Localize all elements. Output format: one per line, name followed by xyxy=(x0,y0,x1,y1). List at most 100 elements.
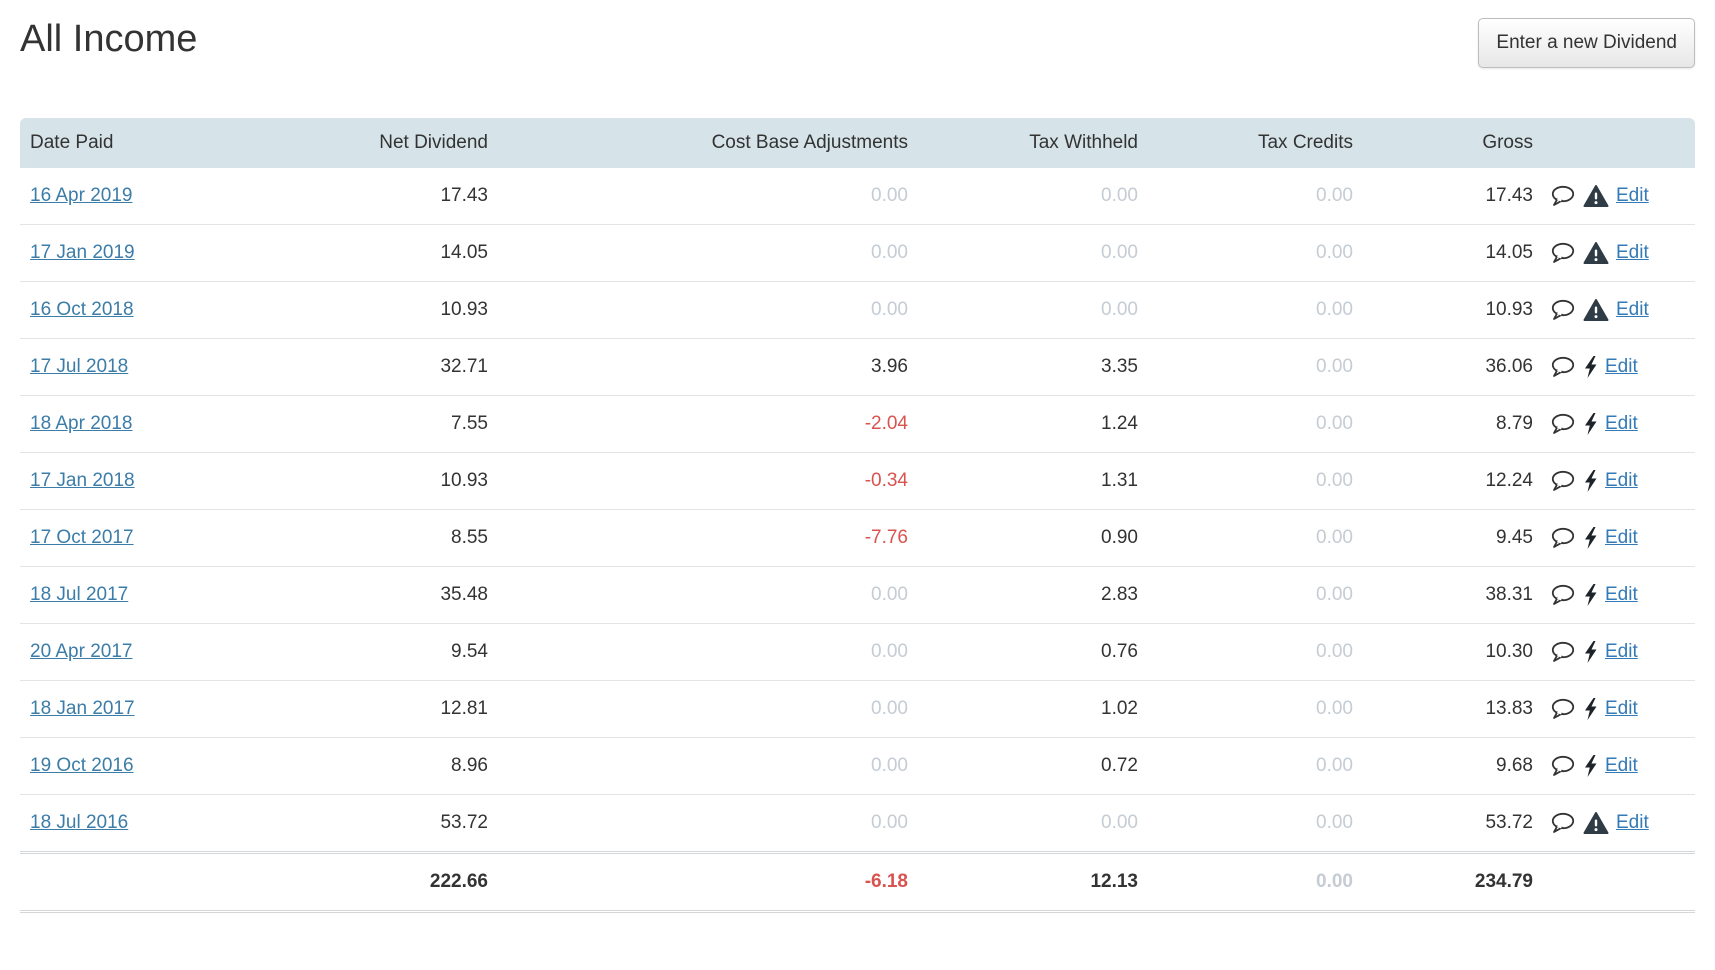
date-paid-link[interactable]: 17 Jan 2019 xyxy=(30,242,135,263)
gross-cell: 8.79 xyxy=(1355,395,1535,453)
warning-icon xyxy=(1583,184,1609,208)
table-row: 16 Apr 2019 17.43 0.00 0.00 0.00 17.43 xyxy=(20,168,1695,225)
edit-link[interactable]: Edit xyxy=(1605,527,1638,548)
date-paid-link[interactable]: 16 Oct 2018 xyxy=(30,299,134,320)
comment-icon[interactable] xyxy=(1549,583,1576,607)
page-header: All Income Enter a new Dividend xyxy=(20,16,1695,68)
date-paid-link[interactable]: 18 Jul 2016 xyxy=(30,812,129,833)
date-paid-link[interactable]: 16 Apr 2019 xyxy=(30,185,133,206)
gross-cell: 38.31 xyxy=(1355,566,1535,624)
lightning-icon xyxy=(1583,412,1598,436)
edit-link[interactable]: Edit xyxy=(1616,299,1649,320)
warning-icon xyxy=(1583,241,1609,265)
totals-actions-cell xyxy=(1535,851,1695,913)
tax-credits-cell: 0.00 xyxy=(1140,509,1355,567)
gross-cell: 14.05 xyxy=(1355,224,1535,282)
net-dividend-cell: 10.93 xyxy=(270,281,490,339)
table-row: 17 Jan 2019 14.05 0.00 0.00 0.00 14.05 xyxy=(20,224,1695,282)
tax-credits-cell: 0.00 xyxy=(1140,281,1355,339)
comment-icon[interactable] xyxy=(1549,184,1576,208)
warning-icon xyxy=(1583,298,1609,322)
date-paid-link[interactable]: 17 Oct 2017 xyxy=(30,527,134,548)
comment-icon[interactable] xyxy=(1549,241,1576,265)
gross-cell: 12.24 xyxy=(1355,452,1535,510)
comment-icon[interactable] xyxy=(1549,811,1576,835)
table-totals-row: 222.66 -6.18 12.13 0.00 234.79 xyxy=(20,851,1695,913)
edit-link[interactable]: Edit xyxy=(1605,698,1638,719)
edit-link[interactable]: Edit xyxy=(1616,185,1649,206)
tax-withheld-cell: 0.76 xyxy=(910,623,1140,681)
cost-base-cell: 0.00 xyxy=(871,185,908,206)
tax-withheld-cell: 0.90 xyxy=(910,509,1140,567)
column-header-net-dividend: Net Dividend xyxy=(270,118,490,168)
edit-link[interactable]: Edit xyxy=(1605,356,1638,377)
tax-credits-cell: 0.00 xyxy=(1140,338,1355,396)
table-row: 16 Oct 2018 10.93 0.00 0.00 0.00 10.93 xyxy=(20,281,1695,339)
gross-cell: 13.83 xyxy=(1355,680,1535,738)
date-paid-link[interactable]: 20 Apr 2017 xyxy=(30,641,133,662)
lightning-icon xyxy=(1583,583,1598,607)
tax-credits-cell: 0.00 xyxy=(1140,395,1355,453)
table-row: 18 Apr 2018 7.55 -2.04 1.24 0.00 8.79 xyxy=(20,395,1695,453)
tax-credits-cell: 0.00 xyxy=(1140,623,1355,681)
cost-base-cell: -0.34 xyxy=(490,452,910,510)
tax-credits-cell: 0.00 xyxy=(1140,452,1355,510)
comment-icon[interactable] xyxy=(1549,697,1576,721)
cost-base-cell: 0.00 xyxy=(490,623,910,681)
comment-icon[interactable] xyxy=(1549,754,1576,778)
net-dividend-cell: 8.55 xyxy=(270,509,490,567)
comment-icon[interactable] xyxy=(1549,412,1576,436)
gross-cell: 9.45 xyxy=(1355,509,1535,567)
tax-withheld-cell: 0.00 xyxy=(910,794,1140,853)
lightning-icon xyxy=(1583,526,1598,550)
comment-icon[interactable] xyxy=(1549,355,1576,379)
net-dividend-cell: 9.54 xyxy=(270,623,490,681)
edit-link[interactable]: Edit xyxy=(1616,242,1649,263)
warning-icon xyxy=(1583,811,1609,835)
date-paid-link[interactable]: 18 Jul 2017 xyxy=(30,584,129,605)
tax-credits-cell: 0.00 xyxy=(1140,737,1355,795)
enter-new-dividend-button[interactable]: Enter a new Dividend xyxy=(1478,18,1695,68)
tax-credits-cell: 0.00 xyxy=(1140,680,1355,738)
cost-base-cell: -2.04 xyxy=(490,395,910,453)
tax-credits-cell: 0.00 xyxy=(1140,224,1355,282)
edit-link[interactable]: Edit xyxy=(1605,470,1638,491)
table-row: 17 Jul 2018 32.71 3.96 3.35 0.00 36.06 xyxy=(20,338,1695,396)
table-row: 17 Jan 2018 10.93 -0.34 1.31 0.00 12.24 xyxy=(20,452,1695,510)
column-header-tax-withheld: Tax Withheld xyxy=(910,118,1140,168)
table-header: Date Paid Net Dividend Cost Base Adjustm… xyxy=(20,118,1695,168)
comment-icon[interactable] xyxy=(1549,298,1576,322)
column-header-actions xyxy=(1535,118,1695,168)
cost-base-cell: 0.00 xyxy=(490,794,910,853)
comment-icon[interactable] xyxy=(1549,640,1576,664)
income-table: Date Paid Net Dividend Cost Base Adjustm… xyxy=(20,118,1695,913)
tax-withheld-cell: 0.72 xyxy=(910,737,1140,795)
date-paid-link[interactable]: 17 Jan 2018 xyxy=(30,470,135,491)
cost-base-cell: 0.00 xyxy=(490,566,910,624)
cost-base-cell: 0.00 xyxy=(490,281,910,339)
tax-withheld-cell: 1.02 xyxy=(910,680,1140,738)
lightning-icon xyxy=(1583,355,1598,379)
net-dividend-cell: 8.96 xyxy=(270,737,490,795)
date-paid-link[interactable]: 19 Oct 2016 xyxy=(30,755,134,776)
tax-withheld-cell: 2.83 xyxy=(910,566,1140,624)
totals-empty-cell xyxy=(20,851,270,913)
date-paid-link[interactable]: 17 Jul 2018 xyxy=(30,356,129,377)
tax-withheld-cell: 0.00 xyxy=(910,281,1140,339)
date-paid-link[interactable]: 18 Jan 2017 xyxy=(30,698,135,719)
comment-icon[interactable] xyxy=(1549,526,1576,550)
date-paid-link[interactable]: 18 Apr 2018 xyxy=(30,413,133,434)
table-row: 17 Oct 2017 8.55 -7.76 0.90 0.00 9.45 xyxy=(20,509,1695,567)
tax-credits-cell: 0.00 xyxy=(1140,566,1355,624)
edit-link[interactable]: Edit xyxy=(1616,812,1649,833)
tax-credits-cell: 0.00 xyxy=(1140,794,1355,853)
edit-link[interactable]: Edit xyxy=(1605,755,1638,776)
lightning-icon xyxy=(1583,697,1598,721)
edit-link[interactable]: Edit xyxy=(1605,413,1638,434)
comment-icon[interactable] xyxy=(1549,469,1576,493)
edit-link[interactable]: Edit xyxy=(1605,641,1638,662)
gross-cell: 53.72 xyxy=(1355,794,1535,853)
gross-cell: 10.93 xyxy=(1355,281,1535,339)
edit-link[interactable]: Edit xyxy=(1605,584,1638,605)
cost-base-cell: 0.00 xyxy=(490,680,910,738)
